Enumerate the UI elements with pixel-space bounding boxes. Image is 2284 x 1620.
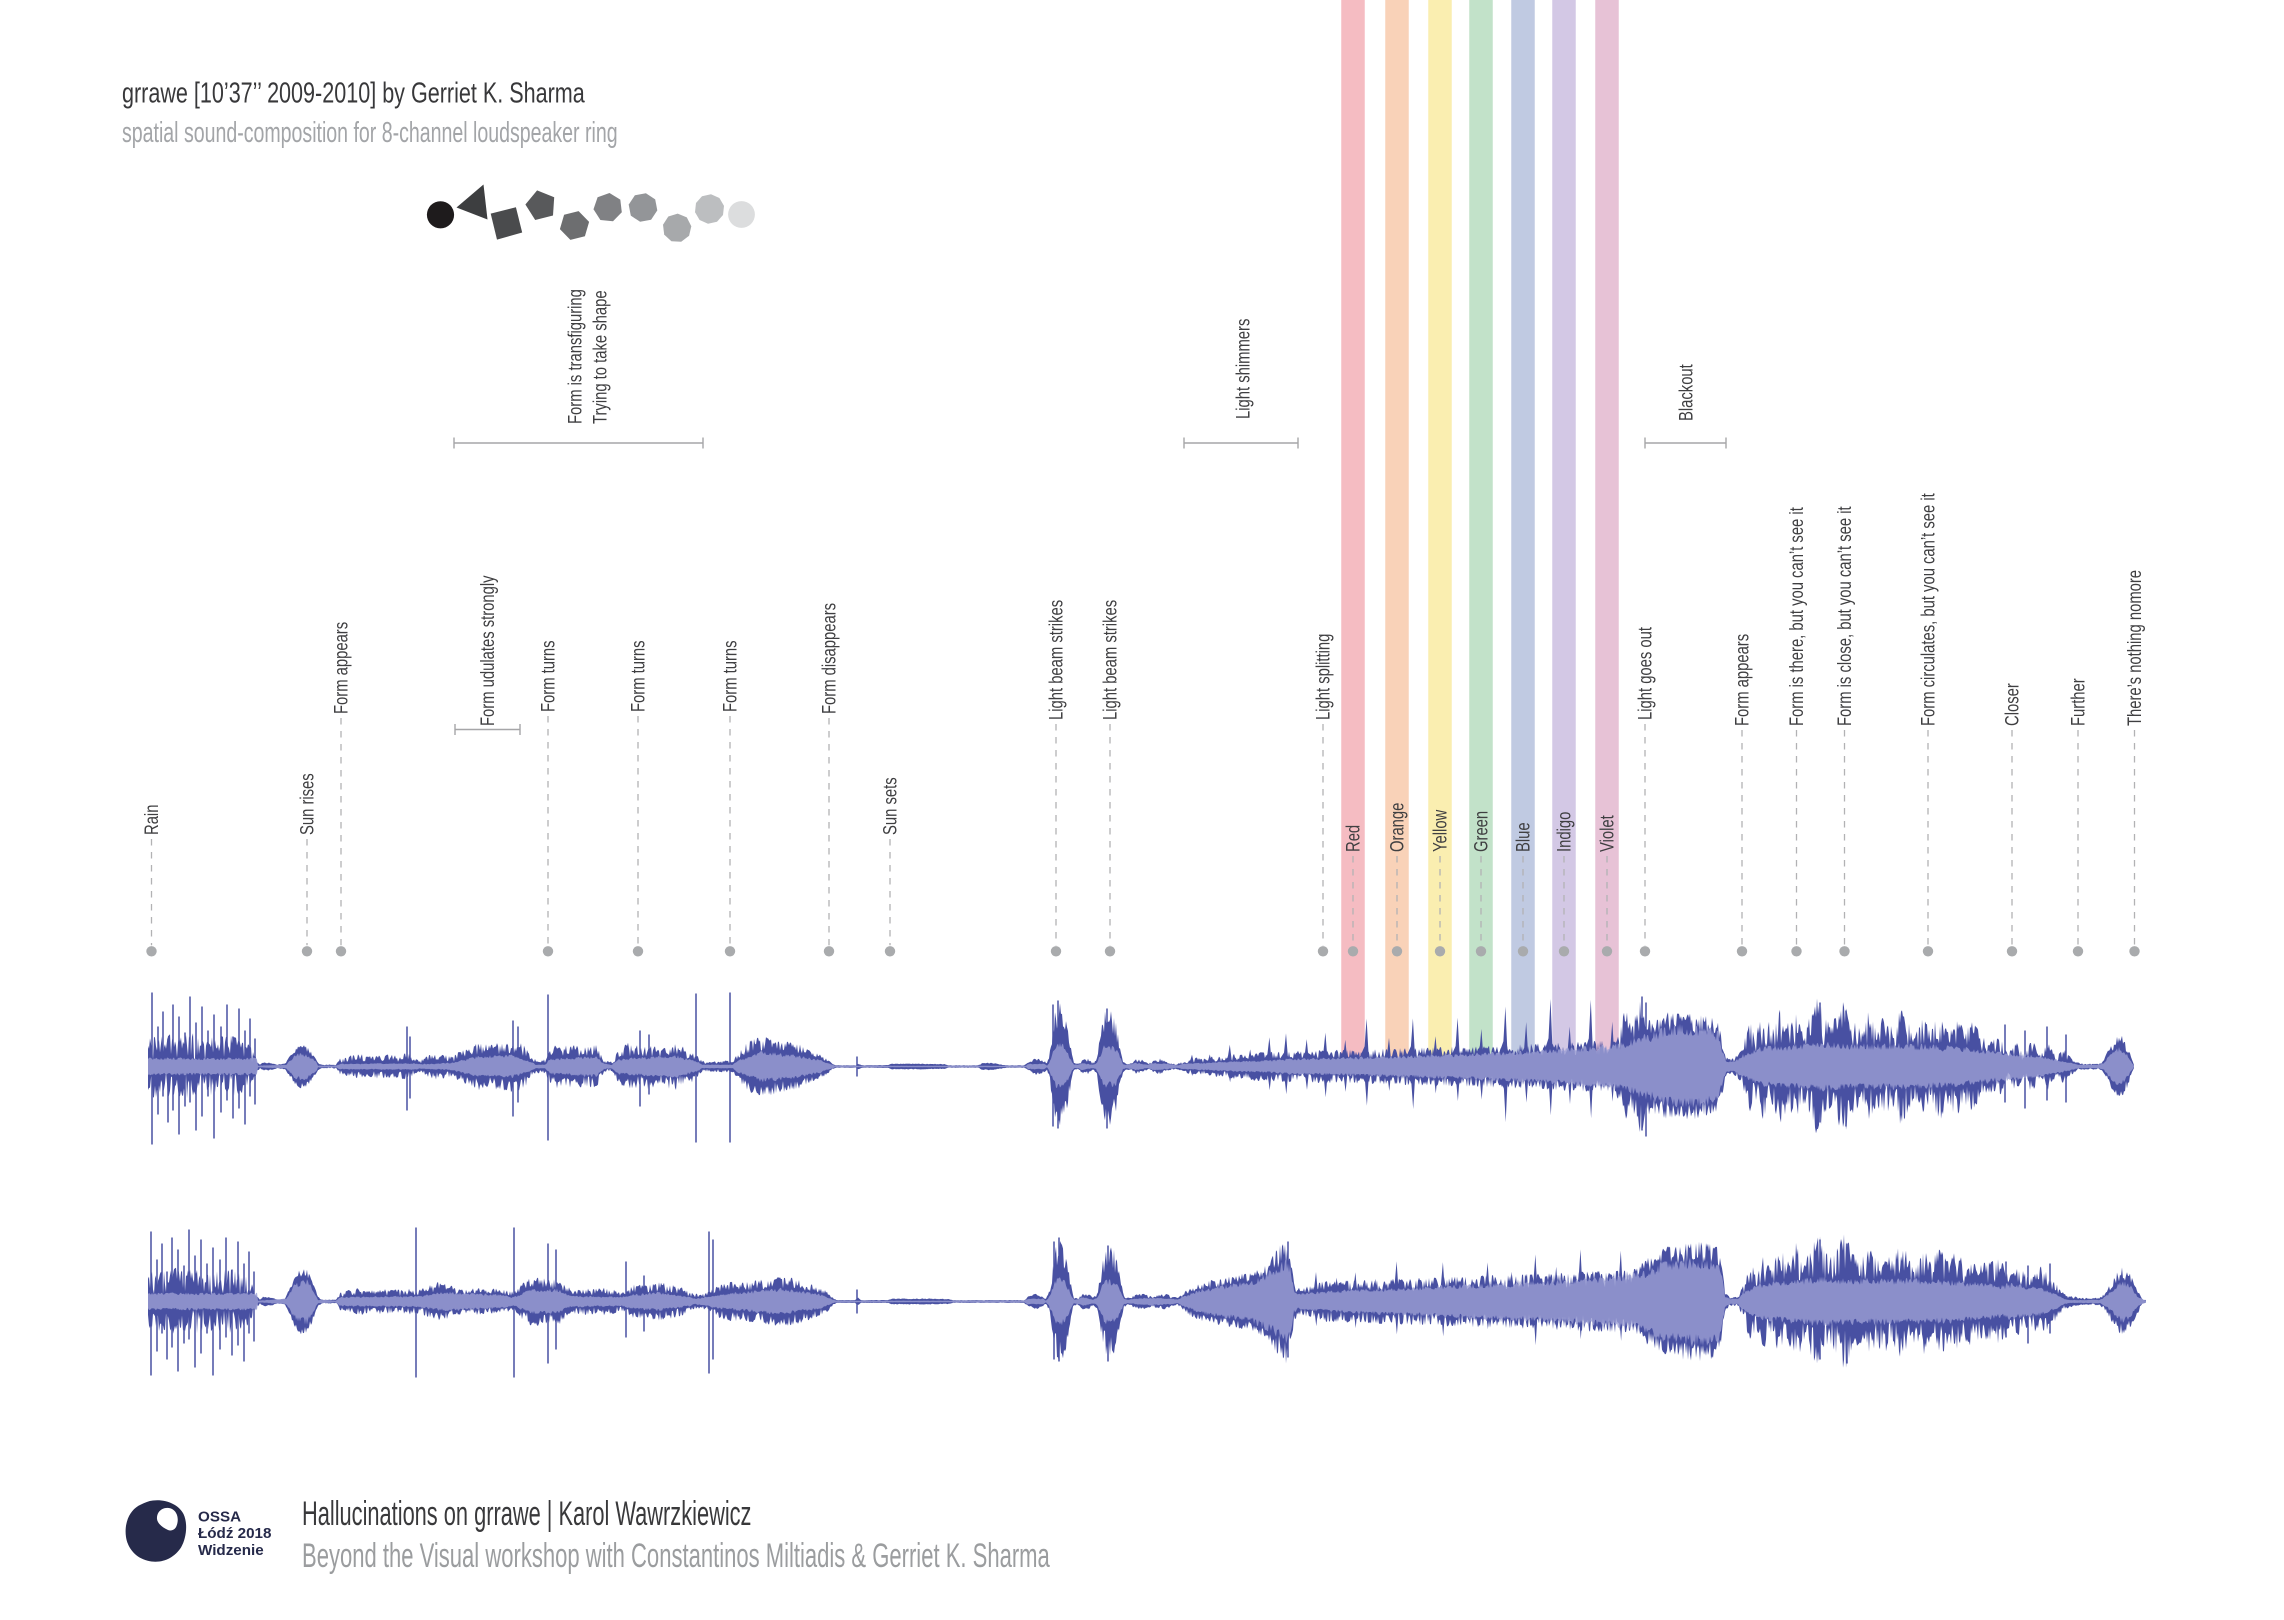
svg-text:Red: Red	[1343, 825, 1364, 852]
svg-text:spatial sound-composition for: spatial sound-composition for 8-channel …	[122, 117, 618, 149]
svg-text:Blackout: Blackout	[1676, 364, 1697, 421]
svg-text:Form turns: Form turns	[628, 640, 649, 712]
svg-text:Form turns: Form turns	[538, 640, 559, 712]
svg-text:Light beam strikes: Light beam strikes	[1100, 600, 1121, 720]
svg-text:Further: Further	[2068, 678, 2089, 726]
svg-text:Form is transfiguring: Form is transfiguring	[565, 289, 586, 424]
svg-text:Violet: Violet	[1597, 815, 1618, 852]
svg-text:Orange: Orange	[1387, 803, 1408, 852]
svg-text:Light splitting: Light splitting	[1313, 634, 1334, 720]
svg-text:Light goes out: Light goes out	[1635, 627, 1656, 720]
svg-text:Łódź 2018: Łódź 2018	[198, 1525, 271, 1542]
svg-text:Form disappears: Form disappears	[819, 603, 840, 714]
svg-text:Sun rises: Sun rises	[297, 773, 318, 835]
svg-text:Form appears: Form appears	[1732, 634, 1753, 726]
svg-text:Yellow: Yellow	[1430, 809, 1451, 852]
svg-text:Beyond the Visual workshop wit: Beyond the Visual workshop with Constant…	[302, 1537, 1050, 1575]
svg-text:Trying to take shape: Trying to take shape	[590, 290, 611, 424]
svg-text:Form appears: Form appears	[331, 622, 352, 714]
svg-text:Indigo: Indigo	[1554, 812, 1575, 852]
svg-text:Form is close, but you can’t s: Form is close, but you can’t see it	[1834, 506, 1855, 726]
svg-text:Form is there, but you can’t s: Form is there, but you can’t see it	[1786, 507, 1807, 726]
svg-text:OSSA: OSSA	[198, 1508, 241, 1525]
svg-text:Hallucinations on grrawe | Kar: Hallucinations on grrawe | Karol Wawrzki…	[302, 1495, 751, 1533]
svg-text:Blue: Blue	[1513, 822, 1534, 852]
svg-text:Form turns: Form turns	[720, 640, 741, 712]
svg-text:Light shimmers: Light shimmers	[1233, 319, 1254, 419]
svg-text:Form circulates, but you can’t: Form circulates, but you can’t see it	[1918, 493, 1939, 726]
svg-text:Form udulates strongly: Form udulates strongly	[477, 575, 498, 726]
svg-text:Rain: Rain	[141, 805, 162, 835]
svg-text:grrawe [10’37’’ 2009-2010] by: grrawe [10’37’’ 2009-2010] by Gerriet K.…	[122, 78, 585, 110]
svg-text:Sun sets: Sun sets	[880, 777, 901, 835]
svg-text:Closer: Closer	[2002, 683, 2023, 726]
svg-text:Green: Green	[1471, 811, 1492, 852]
svg-text:Light beam strikes: Light beam strikes	[1046, 600, 1067, 720]
svg-text:There’s nothing nomore: There’s nothing nomore	[2124, 570, 2145, 726]
svg-text:Widzenie: Widzenie	[198, 1542, 264, 1559]
